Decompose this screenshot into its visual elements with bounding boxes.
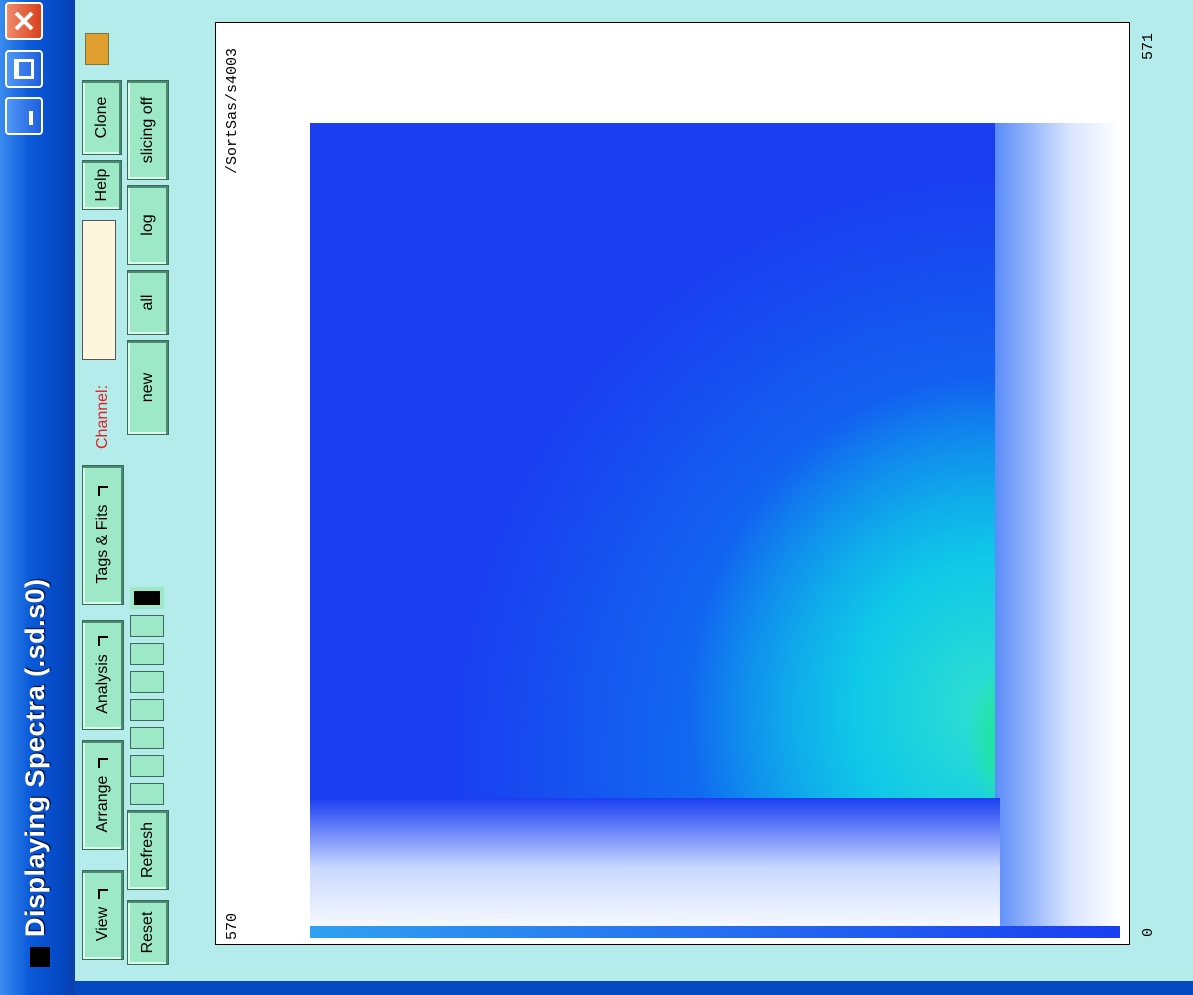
page: Displaying Spectra (.sd.s0) View Arrange… <box>0 0 1193 995</box>
all-button[interactable]: all <box>127 270 169 335</box>
channel-input[interactable] <box>82 220 116 360</box>
axis-label: 0 <box>1140 928 1157 937</box>
heatmap-edge <box>310 798 1000 938</box>
slicing-button[interactable]: slicing off <box>127 80 169 180</box>
log-button[interactable]: log <box>127 185 169 265</box>
maximize-button[interactable] <box>5 50 43 88</box>
heatmap-edge <box>995 123 1120 938</box>
close-button[interactable] <box>5 2 43 40</box>
arrow-icon[interactable] <box>130 671 164 693</box>
arrow-icon[interactable] <box>130 615 164 637</box>
help-button[interactable]: Help <box>82 160 122 210</box>
heatmap-strip <box>310 926 1120 938</box>
window: Displaying Spectra (.sd.s0) View Arrange… <box>0 0 1193 995</box>
menu-button[interactable]: Tags & Fits <box>82 465 124 605</box>
menu-button[interactable]: Analysis <box>82 620 124 730</box>
reset-button[interactable]: Reset <box>127 900 169 965</box>
arrow-icon[interactable] <box>130 643 164 665</box>
arrow-icon[interactable] <box>130 755 164 777</box>
title-bar: Displaying Spectra (.sd.s0) <box>0 0 75 995</box>
checkbox-icon[interactable] <box>85 33 109 65</box>
refresh-button[interactable]: Refresh <box>127 810 169 890</box>
menu-button[interactable]: View <box>82 870 124 960</box>
stop-icon[interactable] <box>130 587 164 609</box>
arrow-icon[interactable] <box>130 783 164 805</box>
plot-area: /SortSas/s4003 570 <box>215 22 1130 945</box>
arrow-icon[interactable] <box>130 699 164 721</box>
clone-button[interactable]: Clone <box>82 80 122 155</box>
arrow-icon[interactable] <box>130 727 164 749</box>
spectrum-name: /SortSas/s4003 <box>224 48 241 174</box>
minimize-button[interactable] <box>5 97 43 135</box>
heatmap <box>310 123 1120 938</box>
new-button[interactable]: new <box>127 340 169 435</box>
window-icon <box>30 947 50 967</box>
window-border <box>75 981 1193 995</box>
channel-label: Channel: <box>94 385 112 449</box>
menu-button[interactable]: Arrange <box>82 740 124 850</box>
axis-label: 571 <box>1140 33 1157 60</box>
window-title: Displaying Spectra (.sd.s0) <box>20 578 51 937</box>
axis-label: 570 <box>224 913 241 940</box>
